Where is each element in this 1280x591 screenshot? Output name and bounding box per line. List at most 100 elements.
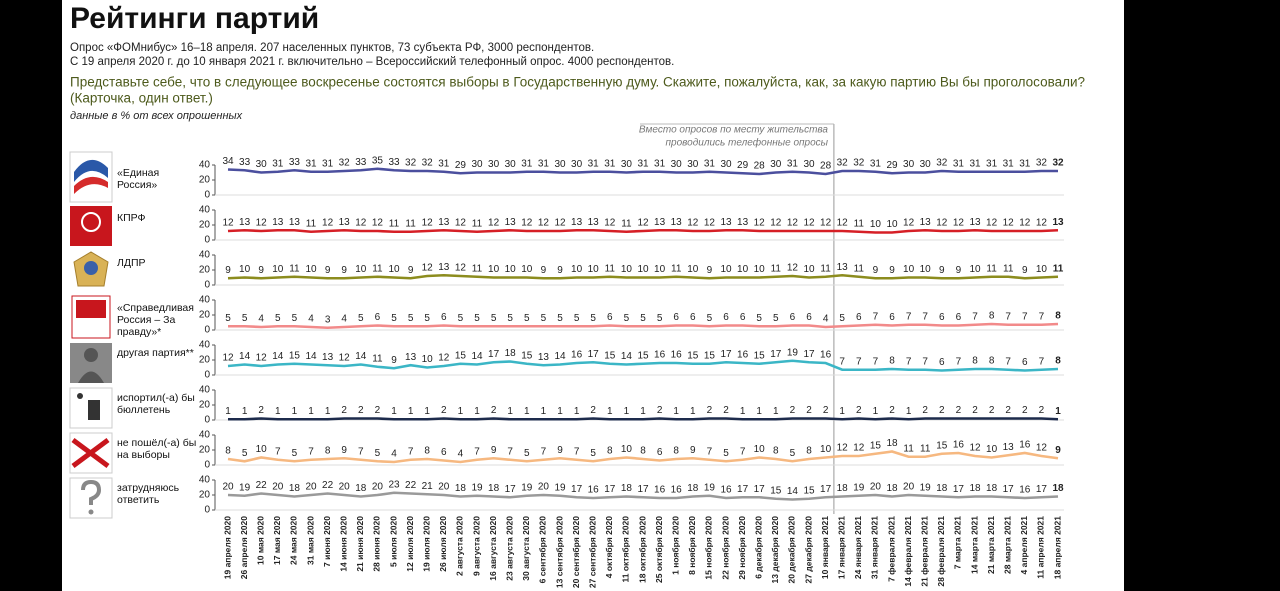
data-label: 7 [707,446,713,457]
data-label: 13 [339,217,351,228]
data-label: 12 [455,218,467,229]
data-label: 30 [488,159,500,170]
data-label: 7 [507,446,513,457]
series-label: КПРФ [117,212,146,224]
data-label: 16 [671,485,683,496]
logo [88,509,94,515]
data-label: 12 [787,218,799,229]
data-label: 17 [953,484,965,495]
data-label: 15 [455,350,467,361]
x-tick-label: 28 марта 2021 [1002,516,1012,574]
y-tick-label: 0 [204,370,210,381]
x-tick-label: 20 сентября 2020 [571,516,581,588]
x-tick-label: 8 ноября 2020 [687,516,697,575]
x-tick-label: 19 июля 2020 [421,516,431,572]
x-tick-label: 9 августа 2020 [471,516,481,576]
x-tick-label: 14 марта 2021 [969,516,979,574]
data-label: 1 [557,406,563,417]
x-tick-label: 21 февраля 2021 [919,516,929,587]
data-label: 13 [1052,217,1064,228]
data-label: 16 [571,350,583,361]
data-label: 6 [441,447,447,458]
data-label: 31 [1019,158,1031,169]
data-label: 6 [806,312,812,323]
data-label: 1 [507,406,513,417]
logos [69,151,113,519]
data-label: 5 [408,313,414,324]
data-label: 16 [588,485,600,496]
data-label: 10 [621,444,633,455]
data-label: 23 [388,479,400,490]
x-tick-label: 28 июня 2020 [372,516,382,572]
y-tick-label: 20 [199,265,211,276]
data-label: 31 [787,158,799,169]
data-label: 19 [239,482,251,493]
data-label: 13 [969,217,981,228]
data-label: 19 [787,347,799,358]
data-label: 7 [408,446,414,457]
data-label: 7 [1039,311,1045,322]
data-label: 12 [438,353,450,364]
data-label: 5 [242,313,248,324]
data-label: 4 [823,314,829,325]
y-tick-label: 20 [199,400,211,411]
data-label: 4 [341,314,347,325]
x-tick-label: 27 сентября 2020 [587,516,597,588]
data-label: 14 [621,351,633,362]
data-label: 9 [956,265,962,276]
data-label: 7 [856,356,862,367]
data-label: 2 [989,405,995,416]
series-line [227,273,1059,280]
data-label: 6 [607,312,613,323]
data-label: 10 [754,264,766,275]
y-tick-label: 40 [199,475,211,486]
data-label: 14 [239,351,251,362]
data-label: 31 [953,158,965,169]
data-label: 9 [557,265,563,276]
data-label: 14 [355,351,367,362]
data-label: 10 [588,264,600,275]
x-tick-label: 7 марта 2021 [953,516,963,570]
data-label: 1 [740,406,746,417]
question-note: (Карточка, один ответ.) [70,91,213,106]
logo [84,348,98,362]
data-label: 5 [624,313,630,324]
data-label: 12 [604,218,616,229]
data-label: 31 [704,158,716,169]
data-label: 12 [422,263,434,274]
data-label: 1 [242,406,248,417]
data-label: 31 [588,158,600,169]
data-label: 29 [737,160,749,171]
x-tick-label: 4 апреля 2021 [1019,516,1029,575]
data-label: 11 [472,263,483,274]
data-label: 13 [837,262,849,273]
data-label: 5 [707,313,713,324]
data-label: 7 [906,356,912,367]
data-label: 18 [837,483,849,494]
data-label: 5 [424,313,430,324]
data-label: 5 [391,313,397,324]
data-label: 5 [275,313,281,324]
logo [77,393,83,399]
series-label: «Справедливая Россия – За правду»* [117,302,194,338]
data-label: 10 [737,264,749,275]
data-label: 19 [704,482,716,493]
data-label: 13 [505,217,517,228]
data-label: 31 [521,158,533,169]
data-label: 12 [803,218,815,229]
y-tick-label: 40 [199,295,211,306]
x-tick-label: 26 июля 2020 [438,516,448,572]
data-label: 16 [737,350,749,361]
data-label: 2 [806,405,812,416]
data-label: 19 [554,482,566,493]
data-label: 33 [239,157,251,168]
data-label: 10 [754,444,766,455]
x-tick-label: 7 февраля 2021 [886,516,896,582]
data-label: 15 [604,350,616,361]
data-label: 6 [723,312,729,323]
data-label: 10 [687,264,699,275]
x-tick-label: 21 марта 2021 [986,516,996,574]
series-line [227,450,1059,464]
x-tick-label: 29 ноября 2020 [737,516,747,580]
data-label: 6 [673,312,679,323]
